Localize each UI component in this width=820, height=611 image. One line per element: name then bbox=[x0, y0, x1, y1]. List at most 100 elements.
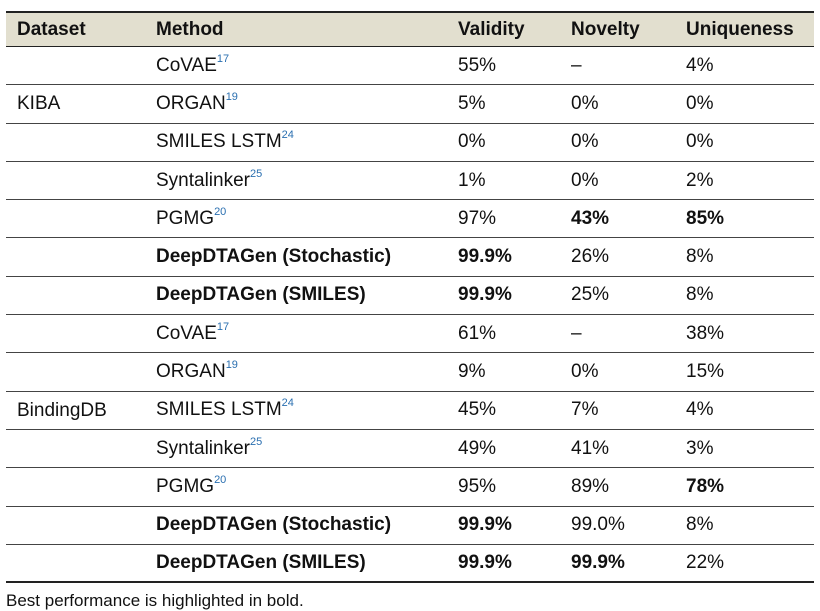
method-name: DeepDTAGen (SMILES) bbox=[156, 552, 366, 573]
results-table: Dataset Method Validity Novelty Uniquene… bbox=[6, 11, 814, 584]
uniqueness-cell: 4% bbox=[686, 399, 714, 421]
reference-superscript: 19 bbox=[225, 90, 238, 103]
method-name: Syntalinker bbox=[156, 169, 250, 191]
table-row: PGMG20 95% 89% 78% bbox=[6, 468, 814, 507]
reference-superscript: 17 bbox=[216, 320, 230, 333]
header-method: Method bbox=[156, 18, 224, 40]
method-name: CoVAE bbox=[156, 54, 217, 76]
novelty-cell: 0% bbox=[571, 131, 599, 153]
validity-cell: 99.9% bbox=[458, 552, 512, 573]
uniqueness-cell: 8% bbox=[686, 284, 714, 306]
validity-cell: 97% bbox=[458, 207, 497, 229]
table-row: DeepDTAGen (SMILES) 99.9% 99.9% 22% bbox=[6, 545, 814, 584]
method-name: CoVAE bbox=[156, 322, 217, 344]
method-name: Syntalinker bbox=[156, 437, 250, 459]
method-name: ORGAN bbox=[156, 361, 226, 383]
method-cell: ORGAN19 bbox=[146, 90, 448, 115]
uniqueness-cell: 15% bbox=[686, 361, 725, 383]
method-cell: Syntalinker25 bbox=[146, 435, 448, 460]
novelty-cell: 43% bbox=[571, 207, 610, 229]
uniqueness-cell: 85% bbox=[686, 207, 725, 229]
method-name: DeepDTAGen (Stochastic) bbox=[156, 514, 392, 536]
uniqueness-cell: 38% bbox=[686, 322, 725, 344]
header-novelty: Novelty bbox=[571, 18, 640, 40]
reference-superscript: 19 bbox=[225, 359, 238, 372]
table-header: Dataset Method Validity Novelty Uniquene… bbox=[6, 11, 814, 47]
validity-cell: 1% bbox=[458, 169, 486, 191]
uniqueness-cell: 8% bbox=[686, 246, 714, 268]
method-name: PGMG bbox=[156, 207, 215, 229]
method-name: DeepDTAGen (SMILES) bbox=[156, 284, 366, 306]
validity-cell: 99.9% bbox=[458, 284, 512, 306]
method-name: PGMG bbox=[156, 475, 215, 497]
method-name: ORGAN bbox=[156, 92, 226, 114]
reference-superscript: 24 bbox=[281, 129, 294, 142]
method-cell: ORGAN19 bbox=[146, 359, 448, 383]
novelty-cell: – bbox=[571, 322, 582, 344]
table-row: ORGAN19 9% 0% 15% bbox=[6, 353, 814, 392]
uniqueness-cell: 4% bbox=[686, 54, 714, 76]
uniqueness-cell: 3% bbox=[686, 437, 714, 459]
table-footnote: Best performance is highlighted in bold. bbox=[6, 591, 304, 610]
reference-superscript: 25 bbox=[250, 167, 263, 180]
validity-cell: 95% bbox=[458, 475, 497, 497]
reference-superscript: 20 bbox=[214, 473, 227, 486]
method-name: SMILES LSTM bbox=[156, 131, 282, 153]
table-row: CoVAE17 55% – 4% bbox=[6, 47, 814, 86]
table-row: DeepDTAGen (SMILES) 99.9% 25% 8% bbox=[6, 277, 814, 316]
validity-cell: 61% bbox=[458, 322, 497, 344]
method-cell: DeepDTAGen (Stochastic) bbox=[146, 514, 448, 536]
table-row: CoVAE17 61% – 38% bbox=[6, 315, 814, 354]
validity-cell: 0% bbox=[458, 131, 486, 153]
method-cell: PGMG20 bbox=[146, 473, 448, 498]
method-name: SMILES LSTM bbox=[156, 399, 282, 421]
validity-cell: 99.9% bbox=[458, 246, 512, 268]
method-name: DeepDTAGen (Stochastic) bbox=[156, 246, 392, 268]
novelty-cell: 26% bbox=[571, 246, 610, 268]
table-row: Syntalinker25 49% 41% 3% bbox=[6, 430, 814, 469]
novelty-cell: 7% bbox=[571, 399, 599, 421]
method-cell: DeepDTAGen (SMILES) bbox=[146, 552, 448, 574]
dataset-label-bindingdb: BindingDB bbox=[17, 400, 107, 421]
header-dataset: Dataset bbox=[17, 18, 86, 40]
method-cell: PGMG20 bbox=[146, 205, 448, 230]
dataset-label-kiba: KIBA bbox=[17, 93, 61, 114]
validity-cell: 5% bbox=[458, 92, 486, 114]
header-validity: Validity bbox=[458, 18, 525, 40]
table-row: DeepDTAGen (Stochastic) 99.9% 26% 8% bbox=[6, 238, 814, 277]
reference-superscript: 24 bbox=[281, 397, 294, 410]
table-row: Syntalinker25 1% 0% 2% bbox=[6, 162, 814, 201]
novelty-cell: 0% bbox=[571, 169, 599, 191]
reference-superscript: 20 bbox=[214, 205, 227, 218]
method-cell: Syntalinker25 bbox=[146, 167, 448, 192]
novelty-cell: 0% bbox=[571, 361, 599, 383]
table-row: PGMG20 97% 43% 85% bbox=[6, 200, 814, 239]
uniqueness-cell: 22% bbox=[686, 552, 725, 573]
table-row: SMILES LSTM24 45% 7% 4% bbox=[6, 392, 814, 430]
method-cell: DeepDTAGen (SMILES) bbox=[146, 284, 448, 306]
novelty-cell: 41% bbox=[571, 437, 610, 459]
table-row: ORGAN19 5% 0% 0% bbox=[6, 85, 814, 124]
validity-cell: 99.9% bbox=[458, 514, 512, 536]
novelty-cell: 0% bbox=[571, 92, 599, 114]
validity-cell: 49% bbox=[458, 437, 497, 459]
method-cell: CoVAE17 bbox=[146, 320, 448, 345]
uniqueness-cell: 0% bbox=[686, 131, 714, 153]
table-row: SMILES LSTM24 0% 0% 0% bbox=[6, 124, 814, 162]
validity-cell: 45% bbox=[458, 399, 497, 421]
validity-cell: 55% bbox=[458, 54, 497, 76]
novelty-cell: 99.9% bbox=[571, 552, 625, 573]
novelty-cell: 99.0% bbox=[571, 514, 625, 536]
uniqueness-cell: 2% bbox=[686, 169, 714, 191]
table-body: CoVAE17 55% –4% ORGAN19 5% 0% 0% SMILES LSTM24 0… bbox=[6, 47, 814, 584]
novelty-cell: 25% bbox=[571, 284, 610, 306]
novelty-cell: – bbox=[571, 54, 582, 76]
uniqueness-cell: 78% bbox=[686, 475, 725, 497]
method-cell: CoVAE17 bbox=[146, 52, 448, 77]
table-row: DeepDTAGen (Stochastic) 99.9% 99.0% 8% bbox=[6, 507, 814, 545]
reference-superscript: 17 bbox=[216, 52, 230, 65]
reference-superscript: 25 bbox=[250, 435, 263, 448]
method-cell: SMILES LSTM24 bbox=[146, 129, 448, 153]
method-cell: DeepDTAGen (Stochastic) bbox=[146, 246, 448, 268]
validity-cell: 9% bbox=[458, 361, 486, 383]
